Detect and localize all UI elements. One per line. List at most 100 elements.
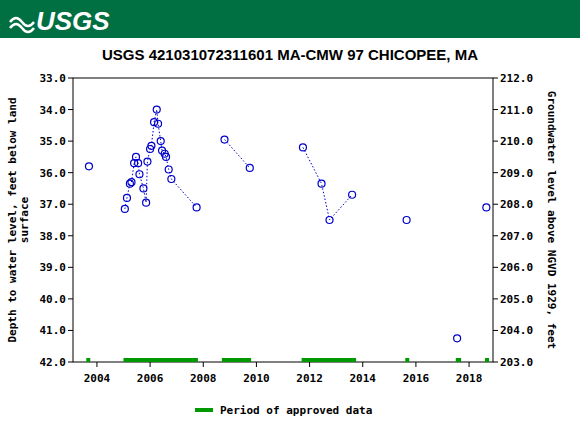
x-tick (309, 362, 310, 367)
y2-tick-label: 206.0 (500, 261, 533, 274)
x-tick (362, 362, 363, 367)
y2-tick (493, 267, 498, 268)
y2-tick (493, 362, 498, 363)
logo-waves (10, 18, 34, 32)
data-point (168, 175, 175, 182)
y2-tick-label: 210.0 (500, 135, 533, 148)
data-point (135, 160, 142, 167)
x-tick-label: 2016 (403, 372, 430, 385)
y2-tick (493, 172, 498, 173)
y-tick-label: 34.0 (40, 104, 67, 117)
data-point (123, 194, 130, 201)
data-point (163, 153, 170, 160)
approved-period (456, 358, 461, 362)
y-tick (68, 204, 73, 205)
data-line (303, 147, 352, 220)
legend-swatch (195, 408, 213, 412)
logo-text: USGS (36, 6, 110, 36)
y2-tick-label: 208.0 (500, 198, 533, 211)
x-tick (256, 362, 257, 367)
y2-axis-label: Groundwater level above NGVD 1929, feet (545, 91, 558, 349)
y2-tick (493, 78, 498, 79)
y-tick (68, 267, 73, 268)
y2-tick (493, 204, 498, 205)
approved-period (485, 358, 489, 362)
y-tick (68, 141, 73, 142)
data-point (299, 144, 306, 151)
x-tick-label: 2004 (84, 372, 111, 385)
data-point (326, 217, 333, 224)
y2-tick (493, 109, 498, 110)
y2-tick-label: 203.0 (500, 356, 533, 369)
x-tick (150, 362, 151, 367)
y2-tick-label: 204.0 (500, 324, 533, 337)
data-point (157, 138, 164, 145)
y-tick-label: 42.0 (40, 356, 67, 369)
y-tick (68, 78, 73, 79)
y2-tick-label: 211.0 (500, 104, 533, 117)
data-point (144, 158, 151, 165)
approved-period (302, 358, 356, 362)
x-tick-label: 2018 (456, 372, 483, 385)
data-point (143, 199, 150, 206)
legend-label: Period of approved data (220, 404, 372, 417)
data-point (221, 136, 228, 143)
y-tick (68, 330, 73, 331)
data-point (246, 164, 253, 171)
chart: USGS USGS 421031072311601 MA-CMW 97 CHICO… (0, 0, 580, 430)
x-tick (415, 362, 416, 367)
data-point (349, 191, 356, 198)
data-point (121, 205, 128, 212)
y-tick (68, 298, 73, 299)
y-axis-label: surface (18, 196, 31, 243)
y-tick-label: 36.0 (40, 167, 67, 180)
data-point (148, 142, 155, 149)
title: USGS 421031072311601 MA-CMW 97 CHICOPEE,… (102, 46, 478, 63)
approved-period (405, 358, 409, 362)
plot-area (85, 106, 489, 362)
y-tick (68, 362, 73, 363)
data-point (165, 166, 172, 173)
y-tick-label: 37.0 (40, 198, 67, 211)
approved-period (222, 358, 251, 362)
x-tick (96, 362, 97, 367)
data-line (125, 110, 197, 209)
y2-tick (493, 141, 498, 142)
y2-tick-label: 209.0 (500, 167, 533, 180)
data-point (128, 179, 135, 186)
y-tick-label: 39.0 (40, 261, 67, 274)
x-tick (469, 362, 470, 367)
data-line (225, 140, 250, 168)
y-tick-label: 33.0 (40, 72, 67, 85)
data-point (483, 204, 490, 211)
y-tick-label: 40.0 (40, 293, 67, 306)
y-tick (68, 172, 73, 173)
x-tick-label: 2006 (137, 372, 164, 385)
y2-tick (493, 298, 498, 299)
data-point (136, 171, 143, 178)
data-point (155, 120, 162, 127)
y2-tick-label: 205.0 (500, 293, 533, 306)
y-tick-label: 41.0 (40, 324, 67, 337)
data-point (403, 217, 410, 224)
plot-frame (73, 78, 493, 362)
x-tick (203, 362, 204, 367)
y-tick-label: 35.0 (40, 135, 67, 148)
data-point (126, 180, 133, 187)
data-point (193, 204, 200, 211)
data-point (140, 185, 147, 192)
data-point (454, 335, 461, 342)
x-tick-label: 2010 (243, 372, 270, 385)
x-tick-label: 2014 (349, 372, 376, 385)
x-tick-label: 2008 (190, 372, 217, 385)
y2-tick (493, 235, 498, 236)
y-tick (68, 109, 73, 110)
y-tick (68, 235, 73, 236)
data-point (153, 106, 160, 113)
approved-period (124, 358, 198, 362)
data-point (318, 180, 325, 187)
y2-tick-label: 212.0 (500, 72, 533, 85)
approved-period (86, 358, 90, 362)
x-tick-label: 2012 (296, 372, 323, 385)
header-bar (0, 0, 580, 38)
